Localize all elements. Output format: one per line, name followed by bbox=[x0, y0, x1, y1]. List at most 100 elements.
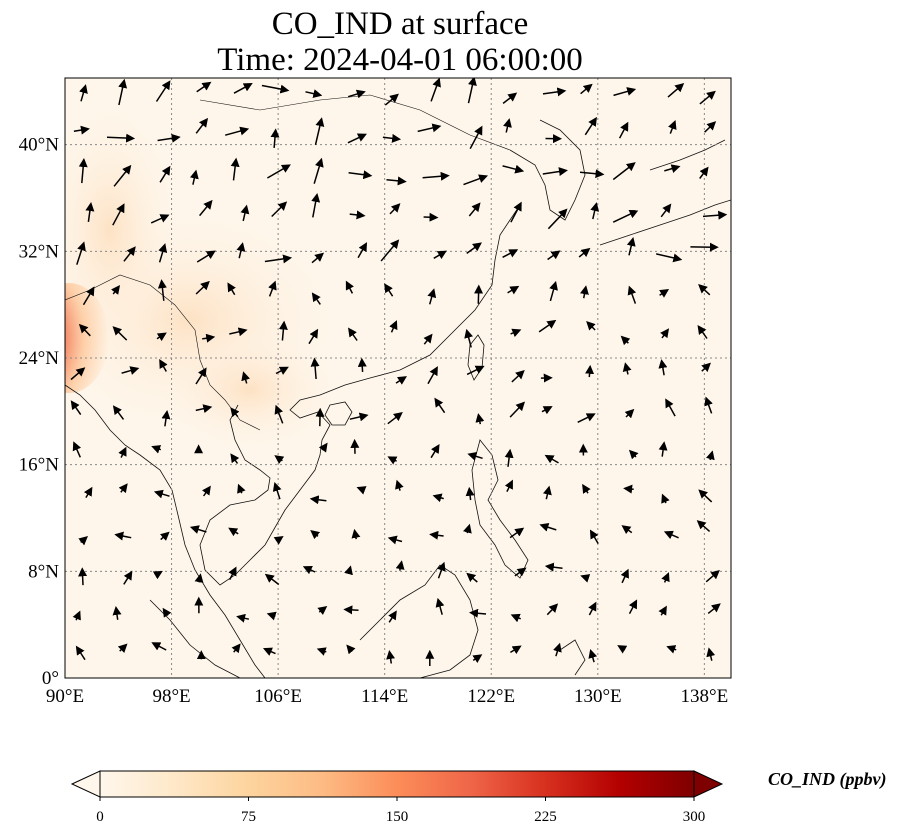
wind-arrow bbox=[580, 285, 589, 299]
wind-arrow bbox=[189, 169, 199, 185]
wind-arrow bbox=[112, 203, 125, 226]
wind-arrow bbox=[664, 164, 681, 173]
wind-arrow bbox=[357, 357, 367, 372]
wind-arrow bbox=[158, 243, 168, 263]
wind-arrow bbox=[79, 84, 88, 102]
wind-arrow bbox=[582, 483, 591, 494]
colorbar: 0 75 150 225 300 bbox=[70, 770, 724, 825]
wind-arrow bbox=[510, 645, 522, 655]
wind-arrow bbox=[705, 569, 720, 583]
wind-arrow bbox=[463, 523, 472, 534]
wind-arrow bbox=[75, 645, 86, 661]
wind-arrow bbox=[195, 367, 207, 385]
wind-arrow bbox=[199, 199, 213, 217]
wind-arrow bbox=[585, 364, 595, 378]
wind-arrow bbox=[628, 599, 638, 615]
wind-arrow bbox=[270, 128, 280, 148]
wind-arrow bbox=[429, 530, 444, 540]
wind-arrow bbox=[70, 400, 82, 416]
wind-arrow bbox=[628, 449, 639, 460]
wind-arrow bbox=[389, 203, 401, 215]
colorbar-tick-label: 75 bbox=[241, 809, 256, 825]
wind-arrow bbox=[195, 404, 213, 414]
wind-arrow bbox=[698, 489, 713, 503]
colorbar-tick-label: 225 bbox=[534, 809, 557, 825]
wind-arrow bbox=[395, 560, 405, 571]
wind-arrow bbox=[464, 328, 473, 348]
wind-arrow bbox=[617, 645, 628, 654]
wind-arrow bbox=[278, 320, 288, 341]
wind-arrow bbox=[272, 482, 282, 500]
wind-arrow bbox=[612, 209, 639, 223]
wind-arrow bbox=[466, 572, 478, 583]
wind-arrow bbox=[465, 486, 475, 501]
map-frame bbox=[64, 77, 732, 679]
wind-arrow bbox=[380, 239, 400, 262]
wind-arrow bbox=[434, 397, 446, 414]
wind-arrow bbox=[236, 613, 250, 623]
wind-arrow bbox=[382, 133, 402, 143]
wind-arrow bbox=[463, 174, 489, 186]
wind-arrow bbox=[588, 601, 597, 616]
wind-arrow bbox=[123, 570, 133, 585]
wind-arrow bbox=[427, 366, 438, 385]
wind-arrow bbox=[386, 176, 407, 186]
wind-arrow bbox=[112, 405, 125, 420]
wind-arrow bbox=[388, 610, 397, 623]
wind-arrow bbox=[395, 376, 407, 385]
wind-arrow bbox=[317, 605, 328, 616]
lat-tick-label: 0° bbox=[42, 668, 59, 689]
wind-arrow bbox=[351, 528, 361, 540]
wind-arrow bbox=[78, 567, 88, 586]
wind-arrow bbox=[707, 603, 721, 614]
wind-arrow bbox=[229, 327, 248, 337]
wind-arrow bbox=[151, 642, 167, 651]
wind-arrow bbox=[82, 286, 95, 306]
wind-arrow bbox=[430, 78, 441, 102]
wind-arrow bbox=[85, 202, 95, 223]
wind-arrow bbox=[202, 333, 216, 343]
wind-arrow bbox=[318, 442, 328, 453]
wind-arrow bbox=[696, 520, 711, 532]
wind-arrow bbox=[698, 284, 711, 296]
wind-arrow bbox=[704, 396, 713, 414]
wind-arrow bbox=[389, 320, 398, 333]
wind-arrow bbox=[701, 362, 711, 373]
wind-arrow bbox=[118, 78, 128, 106]
wind-arrow bbox=[612, 162, 636, 181]
wind-arrow bbox=[422, 171, 450, 181]
wind-arrow bbox=[661, 572, 670, 583]
wind-arrow bbox=[314, 117, 325, 145]
colorbar-high-extension bbox=[693, 770, 724, 798]
wind-arrow bbox=[161, 409, 171, 427]
wind-arrow bbox=[118, 446, 127, 458]
wind-arrow bbox=[159, 531, 170, 541]
wind-arrow bbox=[189, 525, 207, 534]
wind-arrow bbox=[546, 603, 559, 616]
wind-arrow bbox=[620, 568, 629, 584]
wind-arrow bbox=[514, 567, 527, 577]
wind-arrow bbox=[309, 495, 327, 505]
wind-arrow bbox=[230, 407, 240, 418]
wind-arrow bbox=[123, 246, 136, 262]
wind-arrow bbox=[666, 645, 677, 654]
wind-arrow bbox=[348, 327, 358, 341]
wind-arrow bbox=[541, 406, 553, 415]
wind-arrow bbox=[159, 165, 171, 183]
wind-arrow bbox=[578, 247, 591, 258]
wind-arrow bbox=[544, 454, 559, 464]
wind-arrow bbox=[577, 413, 596, 423]
wind-arrow bbox=[542, 167, 568, 177]
wind-arrow bbox=[553, 642, 562, 657]
wind-arrow bbox=[155, 80, 171, 102]
wind-arrow bbox=[233, 83, 253, 94]
wind-arrow bbox=[311, 292, 321, 305]
wind-arrow bbox=[157, 133, 181, 143]
wind-arrow bbox=[588, 648, 598, 663]
wind-arrow bbox=[162, 607, 172, 618]
lon-tick-label: 90°E bbox=[46, 686, 84, 707]
wind-arrow bbox=[668, 119, 677, 134]
wind-arrow bbox=[78, 158, 88, 184]
wind-arrow bbox=[626, 237, 636, 256]
wind-arrow bbox=[384, 283, 394, 297]
